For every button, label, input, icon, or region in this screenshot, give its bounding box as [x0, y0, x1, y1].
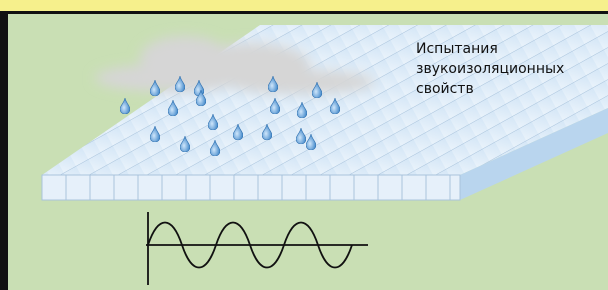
label-line: свойств: [416, 81, 474, 97]
top-bar: [0, 0, 608, 12]
left-border: [0, 11, 8, 290]
illustration: Испытания звукоизоляционных свойств: [0, 0, 608, 290]
label-line: звукоизоляционных: [416, 61, 564, 77]
top-border: [0, 11, 608, 14]
label-line: Испытания: [416, 41, 498, 57]
